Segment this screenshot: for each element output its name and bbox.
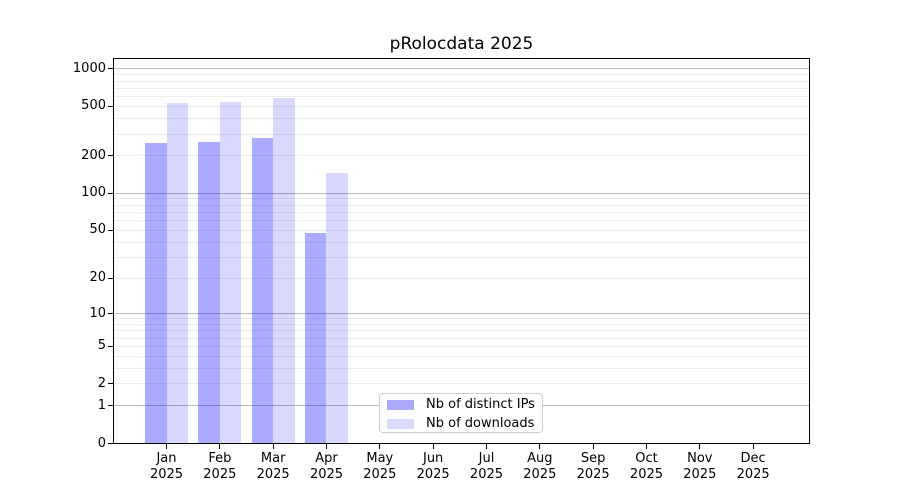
x-tick-label: Jan 2025 xyxy=(149,450,184,483)
minor-gridline xyxy=(113,229,810,231)
minor-gridline xyxy=(113,87,810,89)
legend-swatch-distinct-ips xyxy=(387,399,414,410)
minor-gridline xyxy=(113,345,810,347)
minor-gridline xyxy=(113,277,810,279)
x-tick-mark xyxy=(485,443,487,449)
chart-title: pRolocdata 2025 xyxy=(389,34,534,54)
x-tick-mark xyxy=(325,443,327,449)
bar-distinct-ips xyxy=(198,142,220,444)
x-tick-mark xyxy=(219,443,221,449)
y-tick-mark xyxy=(108,405,113,407)
minor-gridline xyxy=(113,220,810,222)
minor-gridline xyxy=(113,318,810,320)
plot-area xyxy=(113,58,810,444)
x-tick-label: May 2025 xyxy=(363,450,397,483)
major-gridline xyxy=(113,313,810,314)
y-tick-mark xyxy=(108,68,113,70)
minor-gridline xyxy=(113,118,810,120)
y-tick-label: 2 xyxy=(97,375,106,391)
y-tick-label: 5 xyxy=(97,338,106,354)
bar-downloads xyxy=(166,103,188,444)
x-tick-label: Apr 2025 xyxy=(309,450,344,483)
x-tick-label: Dec 2025 xyxy=(736,450,770,483)
minor-gridline xyxy=(113,241,810,243)
x-tick-label: Jun 2025 xyxy=(416,450,450,483)
x-tick-mark xyxy=(539,443,541,449)
y-tick-mark xyxy=(108,105,113,107)
legend-label-distinct-ips: Nb of distinct IPs xyxy=(426,397,535,412)
y-tick-label: 1 xyxy=(97,397,106,413)
minor-gridline xyxy=(113,105,810,107)
legend-item-downloads: Nb of downloads xyxy=(387,414,542,433)
minor-gridline xyxy=(113,204,810,206)
minor-gridline xyxy=(113,330,810,332)
y-tick-mark xyxy=(108,443,113,444)
y-tick-mark xyxy=(108,277,113,279)
minor-gridline xyxy=(113,323,810,325)
major-gridline xyxy=(113,68,810,70)
major-gridline xyxy=(113,192,810,194)
x-tick-label: Aug 2025 xyxy=(523,450,557,483)
y-tick-mark xyxy=(108,155,113,157)
minor-gridline xyxy=(113,211,810,213)
y-tick-label: 20 xyxy=(89,270,106,286)
x-tick-mark xyxy=(432,443,434,449)
minor-gridline xyxy=(113,367,810,369)
minor-gridline xyxy=(113,96,810,98)
minor-gridline xyxy=(113,80,810,82)
y-tick-mark xyxy=(108,313,113,314)
y-tick-label: 200 xyxy=(81,147,106,163)
minor-gridline xyxy=(113,256,810,258)
bar-distinct-ips xyxy=(304,232,327,444)
minor-gridline xyxy=(113,198,810,200)
legend: Nb of distinct IPs Nb of downloads xyxy=(379,393,543,433)
bar-downloads xyxy=(219,102,242,444)
x-tick-label: Nov 2025 xyxy=(683,450,717,483)
x-tick-mark xyxy=(645,443,647,449)
x-tick-label: Oct 2025 xyxy=(629,450,664,483)
bar-distinct-ips xyxy=(251,137,274,444)
x-tick-mark xyxy=(166,443,167,449)
y-tick-label: 100 xyxy=(81,185,106,201)
legend-item-distinct-ips: Nb of distinct IPs xyxy=(387,395,542,414)
x-tick-mark xyxy=(379,443,381,449)
x-tick-mark xyxy=(752,443,754,449)
x-tick-label: Mar 2025 xyxy=(256,450,290,483)
x-tick-label: Jul 2025 xyxy=(469,450,504,483)
y-tick-label: 10 xyxy=(89,305,106,321)
x-tick-label: Feb 2025 xyxy=(203,450,237,483)
y-tick-label: 1000 xyxy=(72,60,106,76)
x-tick-mark xyxy=(699,443,701,449)
bar-downloads xyxy=(326,173,348,444)
legend-swatch-downloads xyxy=(387,418,414,429)
minor-gridline xyxy=(113,355,810,357)
bar-downloads xyxy=(273,97,295,444)
y-tick-mark xyxy=(108,192,113,194)
minor-gridline xyxy=(113,155,810,157)
x-tick-mark xyxy=(592,443,594,449)
minor-gridline xyxy=(113,337,810,339)
y-tick-mark xyxy=(108,229,113,231)
legend-label-downloads: Nb of downloads xyxy=(426,416,535,431)
y-tick-mark xyxy=(108,345,113,347)
bar-distinct-ips xyxy=(145,142,167,444)
y-tick-label: 500 xyxy=(81,98,106,114)
y-tick-mark xyxy=(108,383,113,385)
y-tick-label: 50 xyxy=(89,222,106,238)
minor-gridline xyxy=(113,383,810,385)
y-tick-label: 0 xyxy=(97,435,106,451)
minor-gridline xyxy=(113,74,810,76)
x-tick-label: Sep 2025 xyxy=(576,450,610,483)
x-tick-mark xyxy=(272,443,274,449)
minor-gridline xyxy=(113,133,810,135)
